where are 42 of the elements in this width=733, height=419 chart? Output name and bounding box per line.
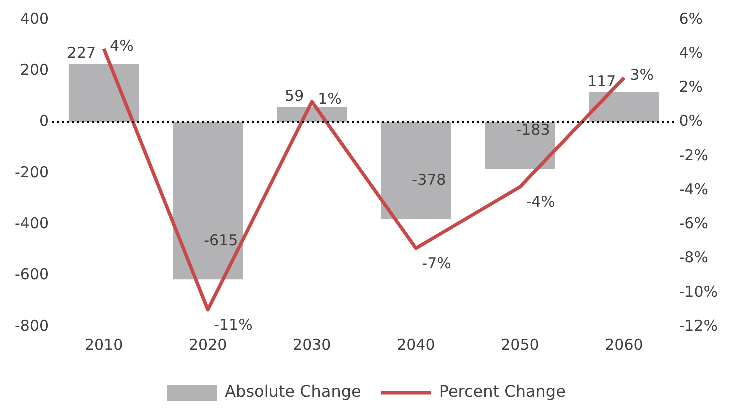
x-tick-label: 2030 — [293, 336, 332, 354]
data-label: -615 — [204, 232, 238, 250]
x-tick-label: 2060 — [605, 336, 644, 354]
y2-tick-label: 6% — [679, 10, 704, 28]
legend-label: Absolute Change — [225, 382, 362, 402]
y-tick-label: 400 — [20, 10, 50, 28]
y2-tick-label: -10% — [679, 282, 718, 301]
y2-tick-label: -8% — [679, 248, 708, 267]
x-tick-label: 2010 — [84, 336, 124, 354]
legend-label: Percent Change — [439, 382, 566, 402]
bar — [172, 122, 244, 280]
data-label: 1% — [318, 90, 342, 108]
bar — [381, 122, 452, 220]
y-tick-label: 200 — [20, 61, 50, 80]
data-label: -183 — [516, 121, 550, 140]
data-label: -7% — [422, 254, 452, 272]
y-tick-label: -800 — [14, 316, 50, 335]
x-tick-label: 2050 — [501, 336, 540, 354]
y-tick-label: -400 — [14, 214, 50, 233]
data-label: -11% — [214, 316, 253, 334]
y2-tick-label: 4% — [679, 44, 704, 62]
data-label: 59 — [285, 87, 304, 106]
bar — [589, 92, 660, 122]
y2-tick-label: -12% — [679, 316, 718, 335]
y-tick-label: 0 — [39, 112, 50, 130]
data-label: 4% — [110, 36, 134, 55]
y2-tick-label: 0% — [679, 112, 704, 130]
y2-tick-label: -4% — [679, 180, 708, 198]
data-label: -4% — [526, 193, 556, 212]
y-tick-label: -200 — [14, 163, 50, 182]
bar — [68, 64, 140, 122]
y-tick-label: -600 — [14, 266, 50, 284]
y2-tick-label: 2% — [679, 78, 704, 96]
y2-tick-label: -6% — [679, 214, 708, 233]
x-tick-label: 2020 — [189, 336, 228, 354]
y2-tick-label: -2% — [679, 146, 708, 164]
data-label: 117 — [588, 72, 616, 90]
data-label: -378 — [412, 170, 446, 189]
data-label: 227 — [67, 44, 96, 62]
data-label: 3% — [630, 66, 654, 84]
bar — [485, 122, 556, 170]
x-tick-label: 2040 — [397, 336, 436, 354]
